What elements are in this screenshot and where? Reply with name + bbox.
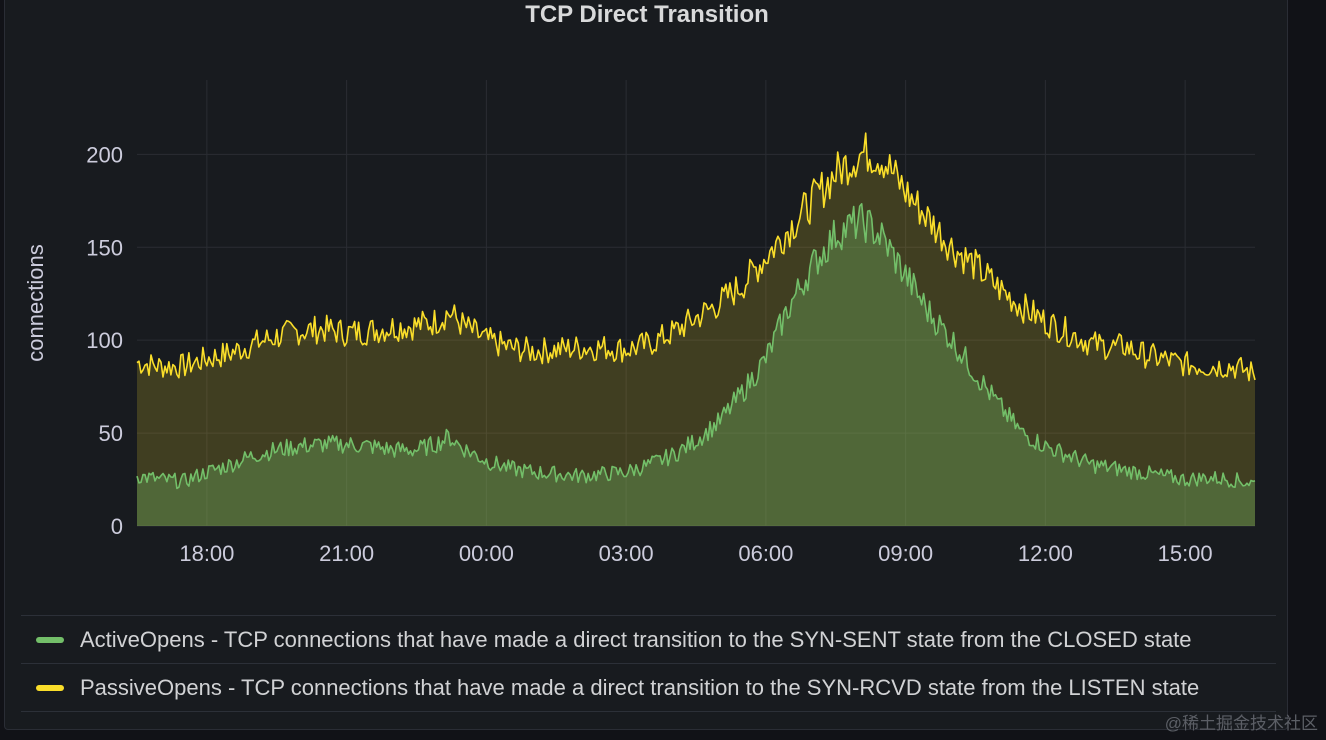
watermark: @稀土掘金技术社区 xyxy=(1164,714,1318,733)
x-tick-label: 00:00 xyxy=(459,541,514,566)
x-tick-label: 03:00 xyxy=(599,541,654,566)
legend-swatch-passiveopens xyxy=(36,684,64,691)
y-tick-label: 0 xyxy=(111,514,123,539)
page-scrollbar[interactable] xyxy=(1302,0,1320,740)
legend-swatch-activeopens xyxy=(36,636,64,643)
legend: ActiveOpens - TCP connections that have … xyxy=(21,615,1276,712)
y-tick-label: 100 xyxy=(86,328,123,353)
y-tick-label: 150 xyxy=(86,235,123,260)
series-area-passiveopens xyxy=(137,133,1255,526)
legend-item-activeopens[interactable]: ActiveOpens - TCP connections that have … xyxy=(21,615,1276,663)
legend-label: ActiveOpens - TCP connections that have … xyxy=(80,626,1192,652)
y-tick-label: 50 xyxy=(99,421,123,446)
series-line-passiveopens xyxy=(136,132,1256,382)
x-tick-label: 06:00 xyxy=(738,541,793,566)
chart: 0 50 100 150 200 18:00 21:00 00:00 03:00 06:00 09:… xyxy=(23,80,1256,566)
x-tick-label: 21:00 xyxy=(319,541,374,566)
x-tick-label: 18:00 xyxy=(179,541,234,566)
series-line-activeopens xyxy=(136,203,1256,490)
panel-title: TCP Direct Transition xyxy=(525,1,769,28)
y-axis-label: connections xyxy=(23,244,48,361)
series-area-activeopens xyxy=(137,203,1255,527)
legend-item-passiveopens[interactable]: PassiveOpens - TCP connections that have… xyxy=(21,663,1276,712)
x-tick-label: 12:00 xyxy=(1018,541,1073,566)
y-tick-label: 200 xyxy=(86,142,123,167)
x-tick-label: 15:00 xyxy=(1158,541,1213,566)
legend-label: PassiveOpens - TCP connections that have… xyxy=(80,674,1200,700)
graph-panel: TCP Direct Transition 0 50 100 150 200 18:00 2… xyxy=(4,0,1288,730)
x-tick-label: 09:00 xyxy=(878,541,933,566)
